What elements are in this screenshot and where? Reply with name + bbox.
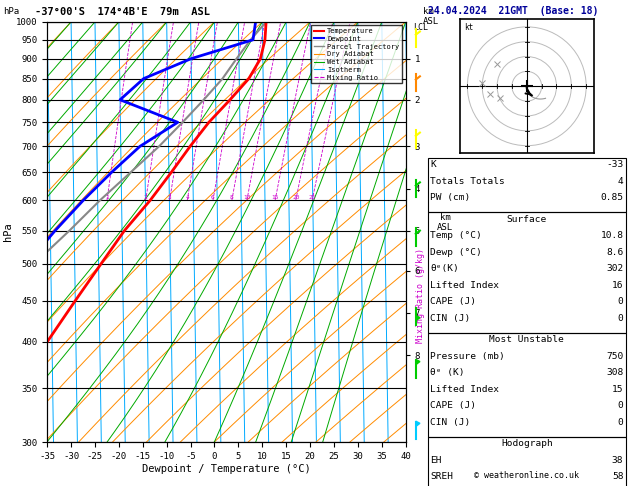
Text: CAPE (J): CAPE (J) [430,297,476,307]
Text: 4: 4 [186,195,189,200]
Legend: Temperature, Dewpoint, Parcel Trajectory, Dry Adiabat, Wet Adiabat, Isotherm, Mi: Temperature, Dewpoint, Parcel Trajectory… [311,25,402,83]
Text: 0.85: 0.85 [600,193,623,203]
Text: © weatheronline.co.uk: © weatheronline.co.uk [474,471,579,480]
Text: 6: 6 [211,195,215,200]
Text: Most Unstable: Most Unstable [489,335,564,345]
Text: PW (cm): PW (cm) [430,193,470,203]
Text: 750: 750 [606,352,623,361]
Y-axis label: km
ASL: km ASL [437,213,453,232]
Text: 0: 0 [618,401,623,411]
Text: kt: kt [464,23,474,32]
Text: CAPE (J): CAPE (J) [430,401,476,411]
Y-axis label: hPa: hPa [3,223,13,242]
Text: ASL: ASL [423,17,439,26]
Text: km: km [423,7,433,17]
Text: 24.04.2024  21GMT  (Base: 18): 24.04.2024 21GMT (Base: 18) [428,6,598,16]
Text: 0: 0 [618,297,623,307]
Text: EH: EH [430,456,442,465]
Text: 25: 25 [308,195,316,200]
Text: 0: 0 [618,314,623,323]
Text: 4: 4 [618,177,623,186]
Text: 2: 2 [144,195,148,200]
Text: LCL: LCL [413,23,428,32]
Text: CIN (J): CIN (J) [430,418,470,427]
Text: Hodograph: Hodograph [501,439,553,449]
Text: SREH: SREH [430,472,454,482]
Text: 15: 15 [271,195,279,200]
Text: 308: 308 [606,368,623,378]
Text: Lifted Index: Lifted Index [430,281,499,290]
Text: 8.6: 8.6 [606,248,623,257]
Text: CIN (J): CIN (J) [430,314,470,323]
Text: Temp (°C): Temp (°C) [430,231,482,241]
Text: 8: 8 [230,195,234,200]
Text: Lifted Index: Lifted Index [430,385,499,394]
Text: -37°00'S  174°4B'E  79m  ASL: -37°00'S 174°4B'E 79m ASL [35,7,209,17]
Text: 10: 10 [243,195,251,200]
Text: 20: 20 [292,195,299,200]
Text: 38: 38 [612,456,623,465]
X-axis label: Dewpoint / Temperature (°C): Dewpoint / Temperature (°C) [142,464,311,474]
Text: θᵉ(K): θᵉ(K) [430,264,459,274]
Text: 58: 58 [612,472,623,482]
Text: K: K [430,160,436,170]
Text: 15: 15 [612,385,623,394]
Text: Dewp (°C): Dewp (°C) [430,248,482,257]
Text: -33: -33 [606,160,623,170]
Text: Pressure (mb): Pressure (mb) [430,352,505,361]
Polygon shape [416,360,420,365]
Polygon shape [416,315,420,321]
Text: 0: 0 [618,418,623,427]
Text: Totals Totals: Totals Totals [430,177,505,186]
Text: hPa: hPa [3,7,19,17]
Text: Mixing Ratio (g/kg): Mixing Ratio (g/kg) [416,248,425,343]
Text: Surface: Surface [507,215,547,224]
Text: 302: 302 [606,264,623,274]
Text: 16: 16 [612,281,623,290]
Text: θᵉ (K): θᵉ (K) [430,368,465,378]
Polygon shape [416,421,420,427]
Text: 3: 3 [168,195,172,200]
Text: 10.8: 10.8 [600,231,623,241]
Text: 1: 1 [105,195,109,200]
